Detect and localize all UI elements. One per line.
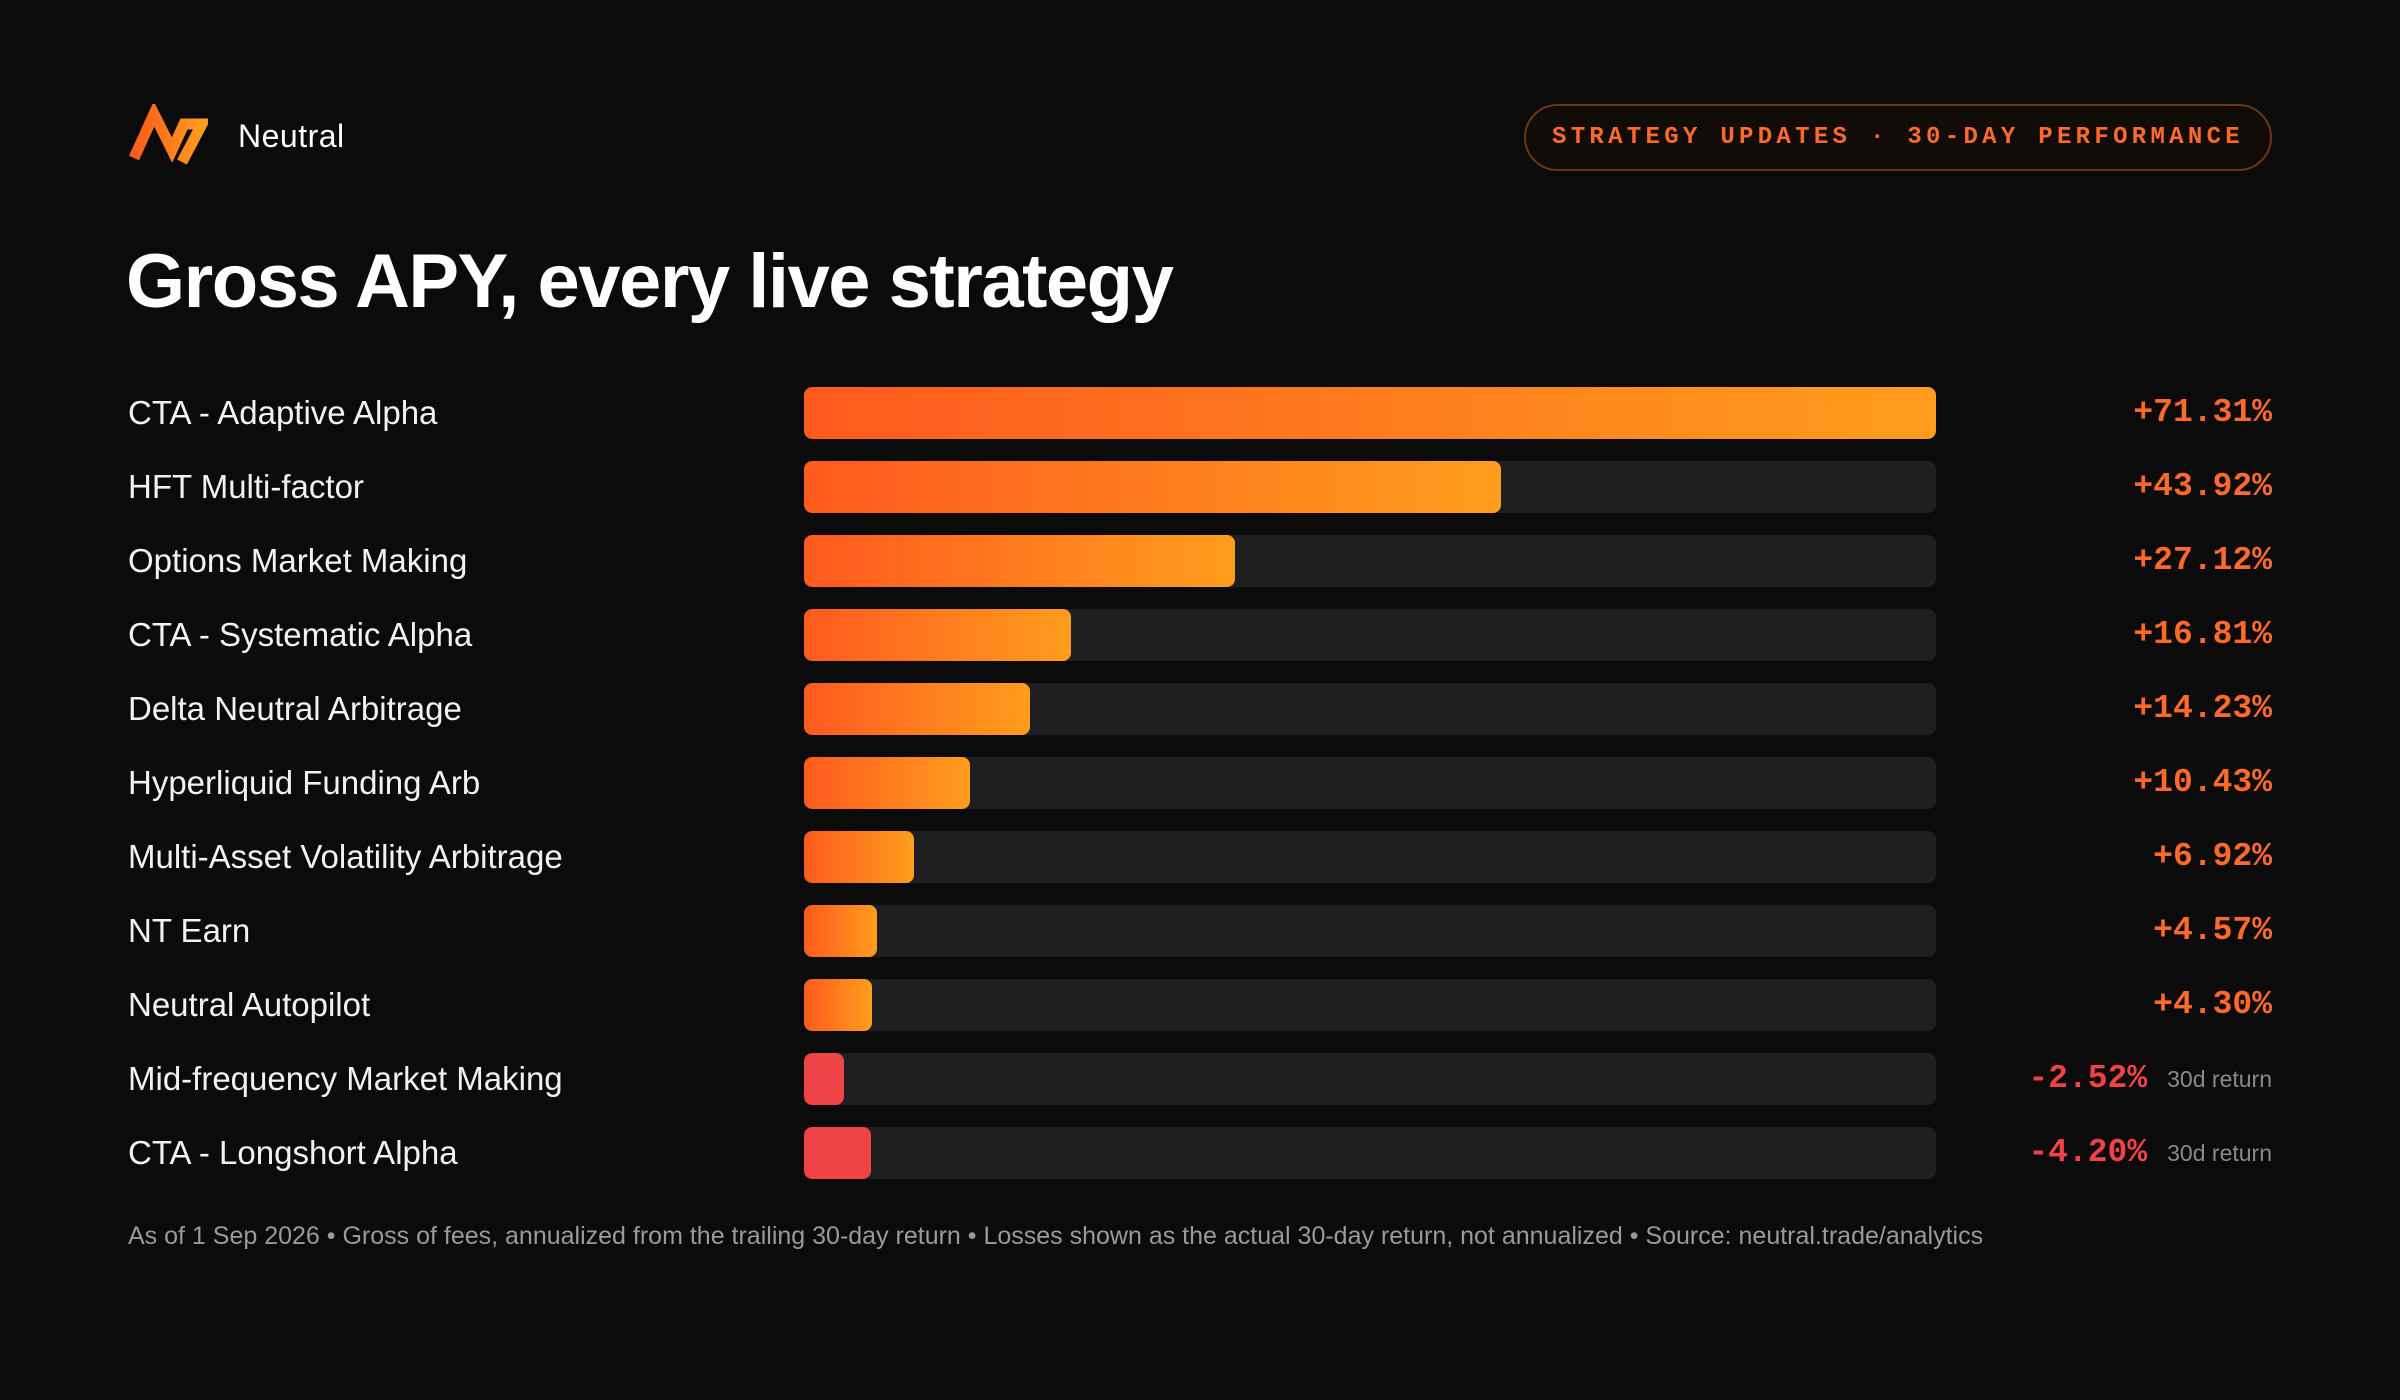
bar-value: +16.81% <box>2133 609 2272 661</box>
bar-value: +10.43% <box>2133 757 2272 809</box>
bar-track <box>804 1127 1936 1179</box>
bar-row: Hyperliquid Funding Arb +10.43% <box>0 757 2400 809</box>
bar-value: +27.12% <box>2133 535 2272 587</box>
bar <box>804 1053 844 1105</box>
neutral-logo-icon <box>128 104 208 168</box>
bar-track <box>804 831 1936 883</box>
bar <box>804 979 872 1031</box>
bar-track <box>804 905 1936 957</box>
bar-label: Hyperliquid Funding Arb <box>128 764 481 801</box>
bar-value-label: +16.81% <box>2133 616 2272 653</box>
bar-value: +71.31% <box>2133 387 2272 439</box>
bar-value-label: +14.23% <box>2133 690 2272 727</box>
bar-row: Mid-frequency Market Making -2.52% 30d ret… <box>0 1053 2400 1105</box>
bar-label: CTA - Adaptive Alpha <box>128 394 438 431</box>
bar-track <box>804 757 1936 809</box>
bar-value-label: +10.43% <box>2133 764 2272 801</box>
bar <box>804 905 877 957</box>
bar-label: HFT Multi-factor <box>128 468 364 505</box>
bar-value: +43.92% <box>2133 461 2272 513</box>
bar-value-label: +27.12% <box>2133 542 2272 579</box>
bar-row: HFT Multi-factor +43.92% <box>0 461 2400 513</box>
bar-label: Mid-frequency Market Making <box>128 1060 563 1097</box>
bar-row: CTA - Systematic Alpha +16.81% <box>0 609 2400 661</box>
bar-row: Options Market Making +27.12% <box>0 535 2400 587</box>
bar-track <box>804 1053 1936 1105</box>
bar-label: Neutral Autopilot <box>128 986 371 1023</box>
bar-label: Delta Neutral Arbitrage <box>128 690 462 727</box>
bar <box>804 831 914 883</box>
bar <box>804 757 970 809</box>
bar <box>804 683 1030 735</box>
bar-value-note: 30d return <box>2167 1140 2272 1166</box>
bar-row: Multi-Asset Volatility Arbitrage +6.92% <box>0 831 2400 883</box>
chart-title: Gross APY, every live strategy <box>126 239 1174 324</box>
bar <box>804 535 1235 587</box>
bar-value-label: +71.31% <box>2133 394 2272 431</box>
bar-row: Delta Neutral Arbitrage +14.23% <box>0 683 2400 735</box>
bar-track <box>804 683 1936 735</box>
bar-label: CTA - Systematic Alpha <box>128 616 473 653</box>
bar-value-label: +4.57% <box>2153 912 2272 949</box>
bar <box>804 609 1071 661</box>
bar-row: CTA - Longshort Alpha -4.20% 30d return <box>0 1127 2400 1179</box>
bar-value-label: +43.92% <box>2133 468 2272 505</box>
bar-label: Options Market Making <box>128 542 468 579</box>
bar-value: +6.92% <box>2153 831 2272 883</box>
bar-label: CTA - Longshort Alpha <box>128 1134 458 1171</box>
bar-value: +4.30% <box>2153 979 2272 1031</box>
bar-track <box>804 979 1936 1031</box>
bar <box>804 1127 871 1179</box>
bar-value-label: -2.52% <box>2028 1060 2148 1097</box>
strategy-updates-badge: STRATEGY UPDATES · 30-DAY PERFORMANCE <box>1524 104 2272 171</box>
bar-value-label: +6.92% <box>2153 838 2272 875</box>
bar-row: Neutral Autopilot +4.30% <box>0 979 2400 1031</box>
bar <box>804 461 1501 513</box>
bar-value-label: +4.30% <box>2153 986 2272 1023</box>
bar-row: CTA - Adaptive Alpha +71.31% <box>0 387 2400 439</box>
bar-value: +4.57% <box>2153 905 2272 957</box>
bar-value: +14.23% <box>2133 683 2272 735</box>
bar-track <box>804 461 1936 513</box>
bar-label: NT Earn <box>128 912 251 949</box>
bar-track <box>804 387 1936 439</box>
footnote: As of 1 Sep 2026 • Gross of fees, annual… <box>128 1222 1984 1250</box>
bar-value-label: -4.20% <box>2028 1134 2148 1171</box>
bar-value: -2.52% 30d return <box>2028 1053 2272 1105</box>
bar-track <box>804 535 1936 587</box>
brand: Neutral <box>128 104 345 168</box>
bar-row: NT Earn +4.57% <box>0 905 2400 957</box>
bar <box>804 387 1936 439</box>
brand-name: Neutral <box>238 117 345 154</box>
bar-track <box>804 609 1936 661</box>
bar-value-note: 30d return <box>2167 1066 2272 1092</box>
bar-value: -4.20% 30d return <box>2028 1127 2272 1179</box>
bar-label: Multi-Asset Volatility Arbitrage <box>128 838 563 875</box>
